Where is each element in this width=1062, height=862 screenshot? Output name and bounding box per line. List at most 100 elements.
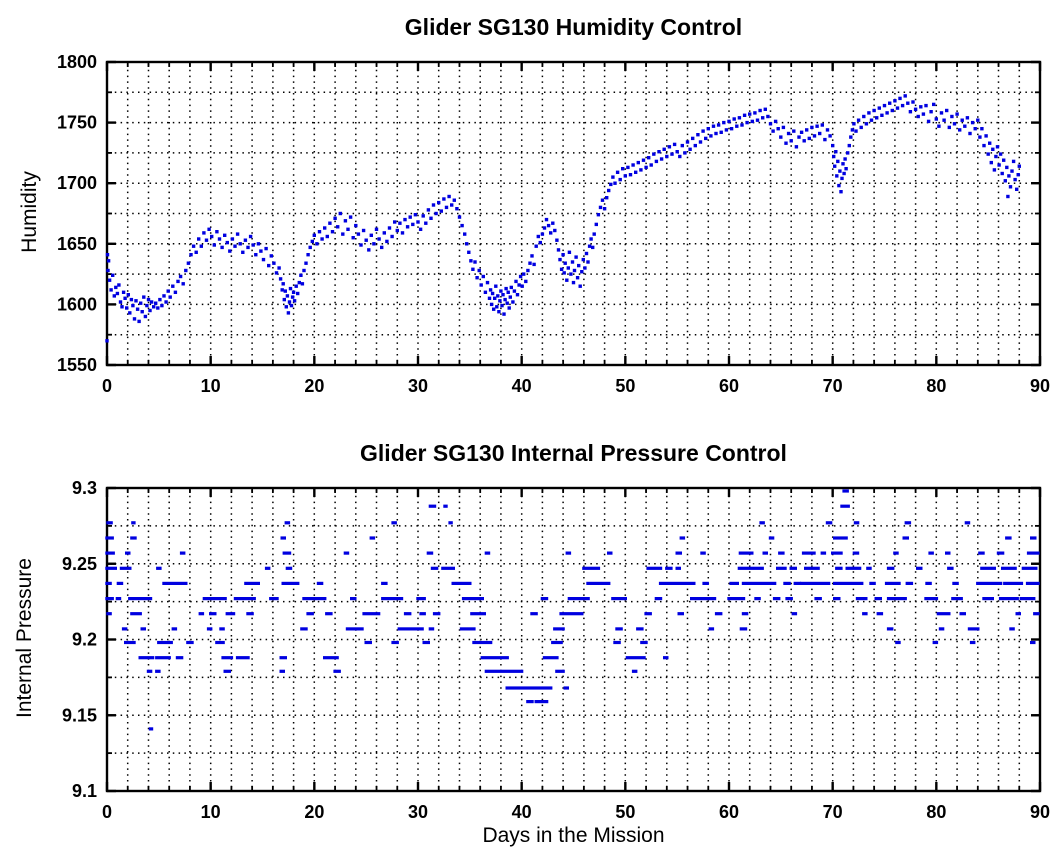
data-run: [842, 489, 849, 493]
data-run: [281, 581, 300, 585]
data-run: [1015, 612, 1021, 616]
data-run: [202, 597, 227, 601]
data-run: [426, 551, 434, 555]
data-run: [563, 686, 569, 690]
x-tick-label: 20: [304, 376, 324, 396]
data-run: [855, 597, 868, 601]
data-run: [105, 536, 114, 540]
data-run: [845, 566, 862, 570]
data-run: [146, 669, 153, 673]
data-run: [459, 627, 476, 631]
x-tick-label: 50: [615, 376, 635, 396]
data-run: [869, 581, 876, 585]
data-run: [565, 551, 572, 555]
data-run: [646, 566, 663, 570]
data-run: [804, 566, 820, 570]
data-run: [1030, 536, 1037, 540]
data-run: [793, 581, 802, 585]
data-run: [215, 640, 225, 645]
y-tick-label: 9.3: [72, 478, 97, 498]
data-run: [246, 612, 254, 616]
data-run: [904, 521, 912, 525]
y-tick-label: 9.25: [62, 554, 97, 574]
data-run: [186, 640, 194, 645]
data-run: [280, 536, 286, 540]
data-run: [967, 627, 980, 631]
data-run: [553, 627, 565, 631]
humidity-data-points: [105, 94, 1021, 343]
data-run: [833, 536, 848, 540]
data-run: [714, 612, 723, 616]
data-run: [369, 536, 376, 540]
data-run: [754, 597, 761, 601]
data-run: [636, 627, 644, 631]
data-run: [155, 656, 171, 660]
data-run: [996, 551, 1005, 555]
data-run: [105, 581, 112, 585]
data-run: [403, 612, 412, 616]
x-tick-label: 0: [102, 802, 112, 822]
chart-title-pressure: Glider SG130 Internal Pressure Control: [360, 440, 787, 466]
data-run: [364, 640, 372, 645]
data-run: [998, 597, 1019, 601]
data-run: [853, 521, 860, 525]
data-run: [675, 566, 681, 570]
data-run: [825, 521, 833, 525]
data-run: [582, 566, 601, 570]
data-run: [428, 627, 435, 631]
data-run: [789, 566, 797, 570]
data-run: [932, 640, 939, 645]
data-run: [422, 640, 430, 645]
data-run: [179, 551, 186, 555]
data-run: [1030, 640, 1036, 645]
data-run: [738, 551, 754, 555]
data-run: [559, 612, 584, 616]
data-run: [206, 627, 213, 631]
data-run: [448, 521, 453, 525]
x-tick-label: 50: [615, 802, 635, 822]
plot-frame: [105, 60, 1042, 367]
data-run: [625, 656, 646, 660]
x-tick-label: 20: [304, 802, 324, 822]
data-run: [884, 581, 901, 585]
data-run: [1001, 566, 1017, 570]
data-run: [679, 536, 686, 540]
data-run: [175, 656, 184, 660]
y-tick-label: 1650: [57, 234, 97, 254]
x-tick-label: 40: [512, 376, 532, 396]
data-run: [741, 612, 749, 616]
data-run: [284, 521, 291, 525]
data-run: [611, 597, 627, 601]
data-run: [607, 551, 613, 555]
data-run: [106, 612, 112, 616]
chart-humidity: 0 10 20 30 40 50 60 70 80 90155016001650170017501…: [57, 52, 1050, 396]
data-run: [148, 727, 154, 731]
data-run: [905, 581, 914, 585]
x-tick-label: 30: [408, 376, 428, 396]
data-run: [665, 566, 673, 570]
data-run: [916, 566, 923, 570]
data-run: [300, 627, 308, 631]
data-run: [700, 551, 706, 555]
data-run: [952, 581, 959, 585]
data-run: [416, 597, 426, 601]
y-tick-label: 9.2: [72, 630, 97, 650]
data-run: [505, 686, 553, 690]
data-run: [530, 612, 538, 616]
plot-frame: [105, 486, 1042, 793]
data-run: [381, 581, 388, 585]
data-run: [928, 551, 934, 555]
data-run: [472, 640, 493, 645]
data-run: [936, 612, 951, 616]
data-run: [140, 627, 146, 631]
data-run: [840, 504, 850, 508]
x-tick-labels: 0 10 20 30 40 50 60 70 80 90: [102, 802, 1050, 822]
data-run: [852, 551, 860, 555]
data-run: [1026, 551, 1040, 555]
data-run: [116, 581, 124, 585]
data-run: [115, 597, 122, 601]
data-run: [772, 597, 781, 601]
grid-lines: [109, 64, 1038, 363]
data-run: [969, 640, 976, 645]
